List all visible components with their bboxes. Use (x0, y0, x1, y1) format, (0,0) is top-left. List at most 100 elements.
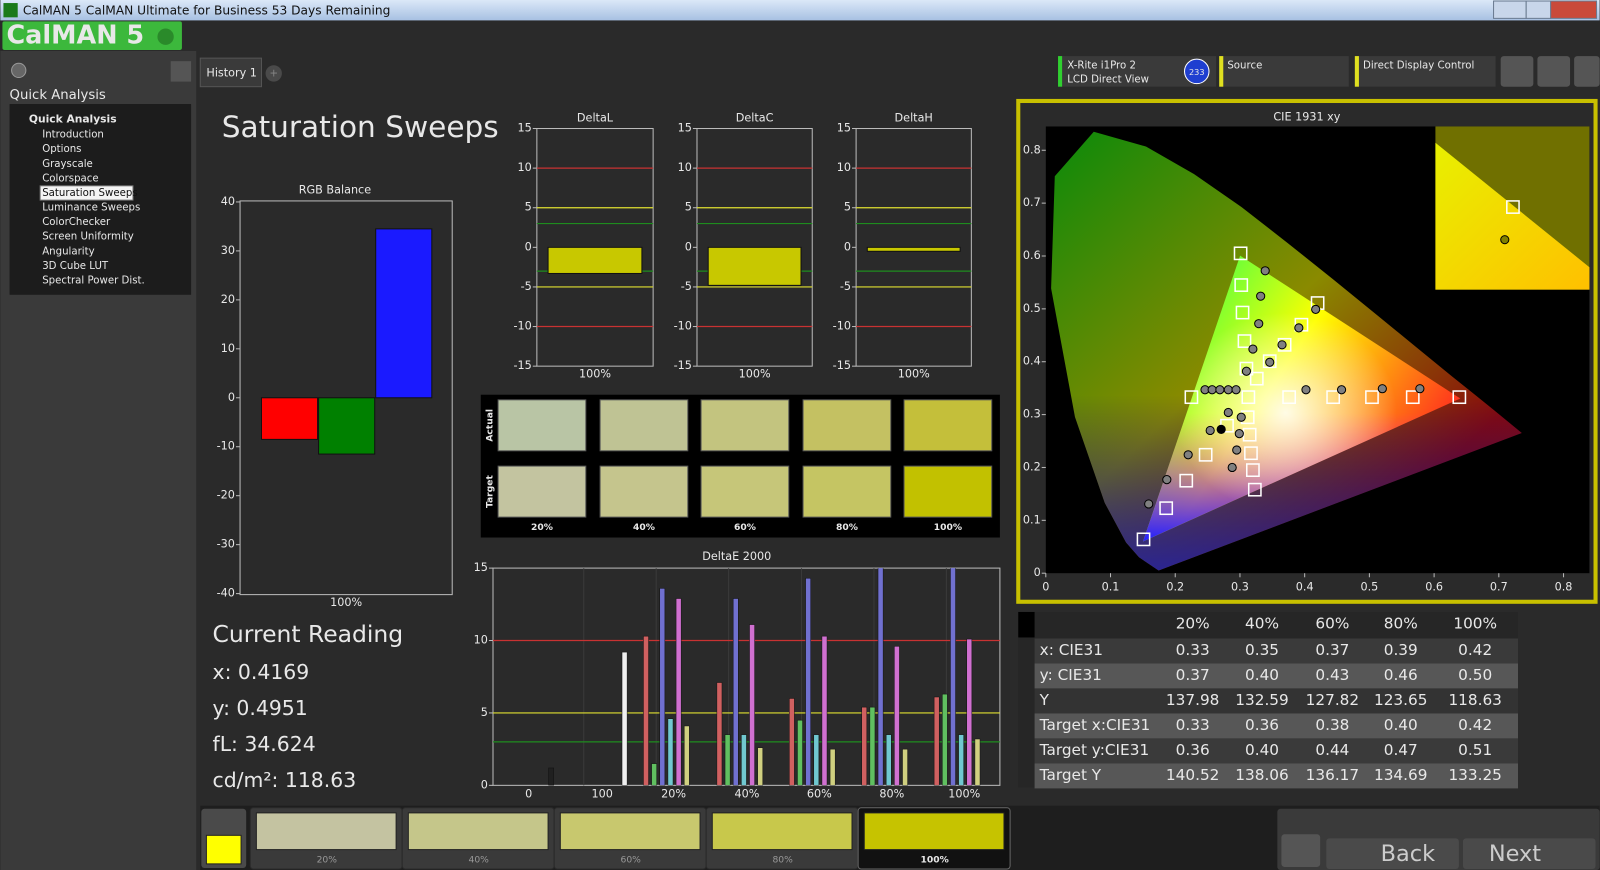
bar (548, 767, 554, 786)
target-point (1136, 532, 1151, 547)
cell: 134.69 (1374, 766, 1427, 784)
cie-frame (1016, 98, 1598, 604)
tree-item[interactable]: ColorChecker (42, 217, 111, 228)
cell: 0.33 (1176, 641, 1210, 659)
bar (821, 635, 828, 786)
y-tick-label: 5 (481, 706, 488, 719)
actual-point (1205, 425, 1215, 436)
column-label: 80% (836, 522, 858, 533)
reading-line: x: 0.4169 (213, 660, 310, 684)
table-row (1034, 713, 1519, 739)
chart-title: DeltaH (895, 111, 933, 124)
target-point (1405, 390, 1420, 405)
zoom-target (1506, 200, 1520, 214)
logo[interactable] (2, 21, 182, 50)
column-header: 80% (1384, 615, 1418, 633)
cell: 0.36 (1176, 741, 1210, 759)
actual-point (1231, 385, 1241, 395)
bar (877, 568, 884, 786)
bar (659, 588, 666, 786)
actual-point (1294, 323, 1304, 333)
tree-item[interactable]: Options (42, 144, 81, 155)
tree-item[interactable]: Luminance Sweeps (42, 203, 140, 214)
next-button[interactable] (1462, 838, 1596, 869)
tree-item[interactable]: Saturation Sweeps (42, 188, 137, 199)
y-tick-label: 15 (517, 122, 531, 135)
stop-button[interactable] (1281, 834, 1321, 867)
minimize-button[interactable] (1493, 0, 1527, 19)
bar (966, 638, 973, 786)
tab[interactable] (199, 57, 262, 88)
actual-swatch (599, 399, 689, 452)
y-tick-label: -20 (217, 489, 235, 502)
bar (958, 734, 964, 786)
settings-button[interactable] (1500, 56, 1534, 87)
actual-point (1227, 462, 1237, 473)
x-tick-label: 100% (898, 367, 930, 380)
chart-title: CIE 1931 xy (1273, 110, 1340, 123)
cell: 0.40 (1245, 666, 1279, 684)
source-box[interactable] (1219, 56, 1349, 87)
target-point (1452, 390, 1467, 405)
column-header: 60% (1315, 615, 1349, 633)
maximize-button[interactable] (1525, 0, 1552, 19)
x-tick-label: 100% (579, 367, 611, 380)
y-tick-label: 0.3 (1023, 408, 1041, 421)
bar (902, 748, 908, 786)
target-point (1237, 334, 1252, 348)
close-button[interactable] (1550, 0, 1598, 19)
help-button[interactable] (1537, 56, 1571, 87)
bar (547, 246, 643, 274)
tree-item[interactable]: Screen Uniformity (42, 232, 134, 243)
back-button[interactable] (1326, 838, 1459, 869)
tree-items: Introduction Options Grayscale Colorspace Sa… (39, 130, 145, 286)
y-tick-label: 0.7 (1023, 196, 1041, 209)
target-point (1326, 390, 1341, 405)
cell: 0.44 (1315, 741, 1349, 759)
cell: 127.82 (1306, 691, 1359, 709)
cell: 0.40 (1245, 741, 1279, 759)
bar (894, 646, 900, 786)
tree-item[interactable]: Introduction (42, 130, 104, 141)
x-tick-label: 0.1 (1102, 580, 1120, 593)
swatch-color (711, 812, 853, 851)
bar (741, 734, 747, 786)
y-tick-label: -5 (840, 280, 851, 293)
swatch-color (863, 812, 1005, 851)
cell: 0.37 (1315, 641, 1349, 659)
badge[interactable] (1184, 58, 1210, 85)
display-box[interactable] (1354, 56, 1496, 87)
column-label: 60% (734, 522, 756, 533)
y-tick-label: 5 (525, 201, 532, 214)
logo-menu[interactable] (157, 28, 174, 45)
cell: 0.50 (1458, 666, 1492, 684)
meter-status (1058, 56, 1063, 87)
tree-item[interactable]: Spectral Power Dist. (42, 275, 145, 286)
add-tab[interactable] (265, 65, 282, 82)
gamut-white (1143, 255, 1461, 542)
actual-point (1236, 412, 1246, 422)
sidebar-pin[interactable] (11, 62, 27, 79)
bar (974, 738, 981, 786)
chart-title: DeltaL (577, 111, 614, 124)
reading-line: cd/m²: 118.63 (213, 768, 357, 792)
tree-item[interactable]: Angularity (42, 246, 94, 257)
y-tick-label: -10 (674, 320, 692, 333)
bar (675, 598, 682, 786)
reading-title: Current Reading (213, 620, 404, 648)
actual-point (1241, 366, 1252, 376)
target-point (1179, 473, 1194, 488)
sidebar-collapse[interactable] (170, 61, 192, 82)
actual-point (1223, 407, 1233, 418)
collapse-button[interactable] (1574, 56, 1600, 87)
bar (260, 397, 319, 440)
swatch-label: 100% (920, 854, 948, 865)
actual-point (1183, 450, 1193, 460)
tree-item[interactable]: 3D Cube LUT (42, 261, 109, 272)
tree-title: Quick Analysis (29, 112, 117, 125)
table-row (1034, 638, 1519, 664)
tree-item[interactable]: Colorspace (42, 173, 98, 184)
cell: 123.65 (1374, 691, 1427, 709)
tree-item[interactable]: Grayscale (42, 159, 93, 170)
